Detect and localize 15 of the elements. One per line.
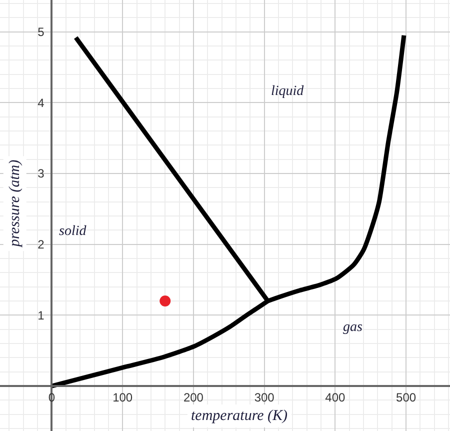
y-axis-title: pressure (atm) [6,160,23,248]
x-tick-label: 300 [254,390,275,404]
y-tick-label: 3 [38,166,45,181]
x-tick-label: 100 [112,390,133,404]
annotation: gas [343,320,363,335]
annotation: solid [59,224,88,239]
y-tick-label: 2 [38,238,45,252]
x-axis-title: temperature (K) [191,408,288,424]
y-tick-label: 4 [38,96,45,110]
x-tick-label: 500 [396,390,416,404]
x-tick-label: 400 [325,390,346,404]
y-tick-label: 1 [38,308,45,322]
y-tick-label: 5 [38,25,45,40]
x-tick-label: 200 [183,390,204,404]
annotation: liquid [271,84,305,99]
